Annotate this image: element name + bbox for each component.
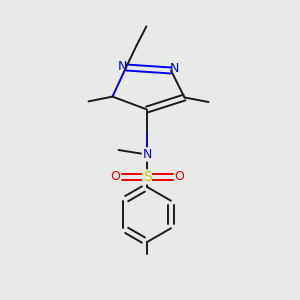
Text: N: N [170, 62, 180, 76]
Text: S: S [142, 170, 152, 184]
Text: N: N [117, 59, 127, 73]
Text: O: O [174, 170, 184, 184]
Text: O: O [110, 170, 120, 184]
Text: N: N [142, 148, 152, 161]
